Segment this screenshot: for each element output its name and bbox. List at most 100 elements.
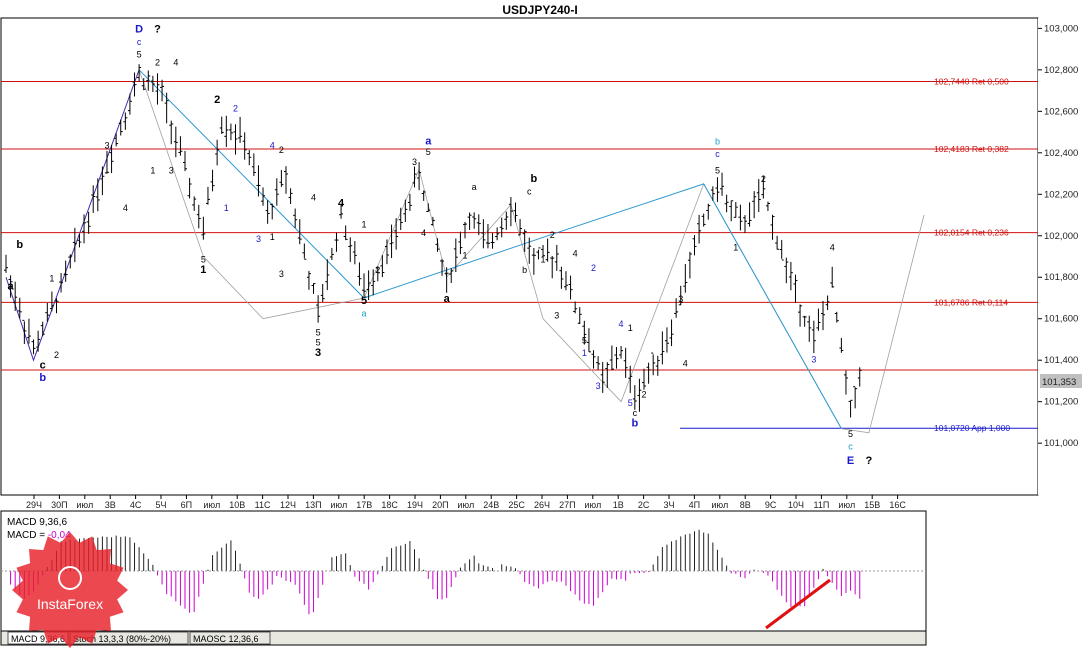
x-tick-label: 12Ч (280, 500, 296, 510)
price-bar (389, 224, 394, 258)
price-bar (348, 237, 353, 262)
price-bar (45, 302, 50, 322)
wave-label: ? (866, 455, 873, 467)
price-bars (4, 64, 862, 418)
price-bar (13, 281, 18, 311)
x-tick-label: 11С (255, 500, 271, 510)
price-bar (325, 259, 330, 291)
price-bar (256, 165, 261, 197)
wave-label: 4 (421, 228, 426, 238)
x-tick-label: 24В (483, 500, 499, 510)
x-tick-label: июл (584, 500, 601, 510)
wave-line (138, 69, 842, 429)
wave-label: 2 (550, 230, 555, 240)
y-tick-label: 101,000 (1044, 438, 1078, 449)
wave-label: a (425, 136, 432, 148)
logo-text: InstaForex (37, 596, 103, 612)
y-tick-label: 102,000 (1044, 231, 1078, 242)
wave-label: 1 (200, 264, 206, 276)
price-bar (779, 240, 784, 261)
wave-label: a (8, 281, 15, 293)
price-bar (619, 346, 624, 359)
wave-line (5, 69, 140, 362)
wave-label: 1 (462, 251, 467, 261)
price-bar (733, 201, 738, 218)
price-bar (697, 214, 702, 244)
price-bar (591, 350, 596, 369)
price-bar (545, 238, 550, 262)
x-tick-label: 4П (689, 500, 700, 510)
price-bar (357, 262, 362, 286)
price-bar (302, 243, 307, 260)
indicator-tabs[interactable]: MACD 9,36,6 Stoch 13,3,3 (80%-20%) MAOSC 1… (7, 631, 271, 645)
price-bar (435, 238, 440, 252)
price-bar (375, 266, 380, 282)
y-tick-label: 102,200 (1044, 189, 1078, 200)
price-bar (660, 331, 665, 365)
wave-label: 3 (104, 141, 109, 151)
price-bar (242, 132, 247, 160)
price-bar (398, 207, 403, 231)
y-tick-label: 102,800 (1044, 65, 1078, 76)
price-bar (609, 345, 614, 371)
price-bar (495, 227, 500, 241)
price-bar (637, 378, 642, 412)
wave-label: 3 (678, 294, 683, 304)
x-tick-label: 30П (51, 500, 67, 510)
price-bar (834, 311, 839, 323)
price-bar (114, 133, 119, 147)
x-tick-label: 1В (613, 500, 624, 510)
price-bar (605, 362, 610, 388)
wave-label: b (522, 265, 527, 275)
price-bar (352, 241, 357, 265)
price-bar (238, 116, 243, 143)
x-tick-label: 15В (864, 500, 880, 510)
wave-label: c (40, 359, 46, 371)
wave-label: c (633, 408, 638, 418)
price-bar (706, 203, 711, 220)
price-bar (655, 355, 660, 376)
wave-label: 4 (270, 141, 275, 151)
price-bar (293, 208, 298, 228)
price-bar (247, 149, 252, 166)
price-bar (563, 271, 568, 291)
indicator-tab[interactable]: MAOSC 12,36,6 (189, 631, 271, 645)
price-bar (600, 361, 605, 393)
current-price-badge (1040, 374, 1082, 388)
price-bar (426, 203, 431, 213)
level-label: 101,6786 Ret 0,114 (934, 297, 1008, 307)
price-bar (54, 298, 59, 314)
wave-label: a (362, 309, 367, 319)
price-bar (536, 247, 541, 260)
price-bar (811, 320, 816, 354)
macd-trend-line (765, 578, 831, 630)
price-bar (77, 234, 82, 248)
price-bar (261, 187, 266, 206)
price-bar (150, 75, 155, 92)
price-bar (233, 124, 238, 155)
price-bar (68, 254, 73, 269)
price-bar (738, 204, 743, 231)
level-label: 102,0154 Ret 0,236 (934, 228, 1009, 238)
wave-label: 3 (169, 166, 174, 176)
price-bar (522, 229, 527, 252)
wave-label: 3 (279, 269, 284, 279)
macd-value-prefix: MACD = (7, 530, 48, 541)
price-bar (100, 166, 105, 196)
wave-label: 1 (541, 255, 546, 265)
price-bar (476, 214, 481, 236)
price-bar (458, 231, 463, 255)
price-bar (490, 233, 495, 249)
x-tick-label: 3В (105, 500, 116, 510)
price-bar (8, 275, 13, 298)
price-bar (86, 211, 91, 234)
price-bar (853, 386, 858, 409)
wave-label: 2 (279, 145, 284, 155)
wave-label: 1 (362, 219, 367, 229)
indicator-tab-label: MACD 9,36,6 (11, 634, 65, 644)
price-bar (802, 315, 807, 327)
price-bar (146, 70, 151, 91)
indicator-tab-label: Stoch 13,3,3 (80%-20%) (73, 634, 171, 644)
price-bar (279, 169, 284, 187)
price-bar (173, 126, 178, 158)
